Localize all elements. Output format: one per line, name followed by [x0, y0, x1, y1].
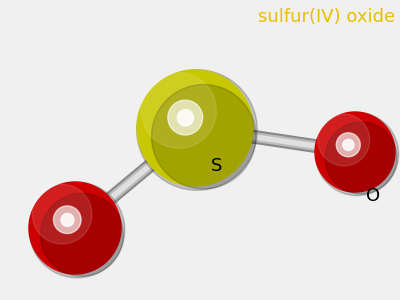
Circle shape — [343, 139, 354, 151]
Circle shape — [29, 182, 125, 278]
Circle shape — [168, 100, 203, 135]
Circle shape — [177, 110, 194, 126]
Circle shape — [315, 112, 398, 196]
Circle shape — [141, 73, 216, 148]
Circle shape — [137, 70, 257, 190]
Circle shape — [40, 194, 123, 276]
Text: S: S — [211, 157, 223, 175]
Circle shape — [29, 182, 121, 274]
Circle shape — [336, 133, 360, 157]
Circle shape — [137, 70, 253, 186]
Circle shape — [152, 85, 256, 189]
Text: O: O — [366, 187, 380, 205]
Text: sulfur(IV) oxide: sulfur(IV) oxide — [258, 8, 395, 26]
Circle shape — [315, 112, 395, 192]
Circle shape — [318, 114, 370, 166]
Circle shape — [32, 184, 92, 244]
Circle shape — [325, 122, 397, 194]
Circle shape — [61, 213, 74, 226]
Circle shape — [54, 206, 81, 233]
